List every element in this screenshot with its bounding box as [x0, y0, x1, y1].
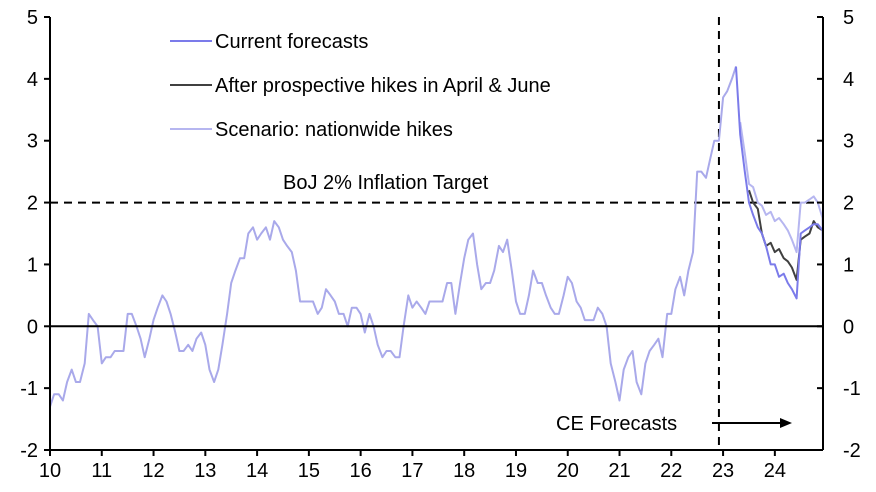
legend: Current forecasts After prospective hike…	[170, 31, 551, 141]
x-tick-label: 23	[712, 460, 734, 482]
x-tick-label: 12	[142, 460, 164, 482]
x-tick-label: 18	[453, 460, 475, 482]
x-tick-label: 22	[660, 460, 682, 482]
y-tick-label-right: 3	[843, 131, 854, 153]
legend-label-scenario: Scenario: nationwide hikes	[215, 119, 453, 141]
forecasts-label: CE Forecasts	[556, 413, 677, 435]
legend-label-hikes: After prospective hikes in April & June	[215, 75, 551, 97]
y-tick-label-left: 5	[27, 7, 38, 29]
series-hikes-line	[748, 189, 824, 281]
x-tick-label: 21	[608, 460, 630, 482]
legend-label-current: Current forecasts	[215, 31, 368, 53]
series-history-line	[49, 66, 737, 408]
x-tick-label: 10	[39, 460, 61, 482]
y-tick-label-right: 4	[843, 69, 854, 91]
x-tick-label: 11	[91, 460, 112, 482]
y-tick-label-right: 0	[843, 316, 854, 338]
x-tick-label: 15	[298, 460, 320, 482]
y-tick-label-right: 1	[843, 254, 854, 276]
y-tick-label-left: 1	[27, 254, 38, 276]
x-tick-label: 24	[764, 460, 786, 482]
y-tick-label-left: 2	[27, 193, 38, 215]
forecasts-arrow	[712, 418, 792, 428]
axes	[49, 17, 824, 451]
plot-lines	[49, 17, 824, 450]
y-tick-label-left: -1	[20, 378, 38, 400]
y-tick-label-left: 3	[27, 131, 38, 153]
x-tick-label: 14	[246, 460, 268, 482]
x-tick-label: 20	[557, 460, 579, 482]
y-tick-label-right: 5	[843, 7, 854, 29]
y-tick-label-right: 2	[843, 193, 854, 215]
y-tick-label-right: -1	[843, 378, 861, 400]
x-tick-label: 17	[401, 460, 423, 482]
series-scenario-line	[739, 122, 824, 291]
series-current-line	[735, 66, 824, 300]
target-label: BoJ 2% Inflation Target	[283, 172, 489, 194]
x-tick-label: 19	[505, 460, 527, 482]
y-tick-label-right: -2	[843, 440, 861, 462]
y-tick-label-left: 4	[27, 69, 38, 91]
y-tick-label-left: -2	[20, 440, 38, 462]
ticks: -2 -2-1 -10 01 12 23 34 45 510 11 12 13 14 15 16 17 18 19…	[20, 7, 861, 482]
y-tick-label-left: 0	[27, 316, 38, 338]
x-tick-label: 13	[194, 460, 216, 482]
x-tick-label: 16	[350, 460, 372, 482]
